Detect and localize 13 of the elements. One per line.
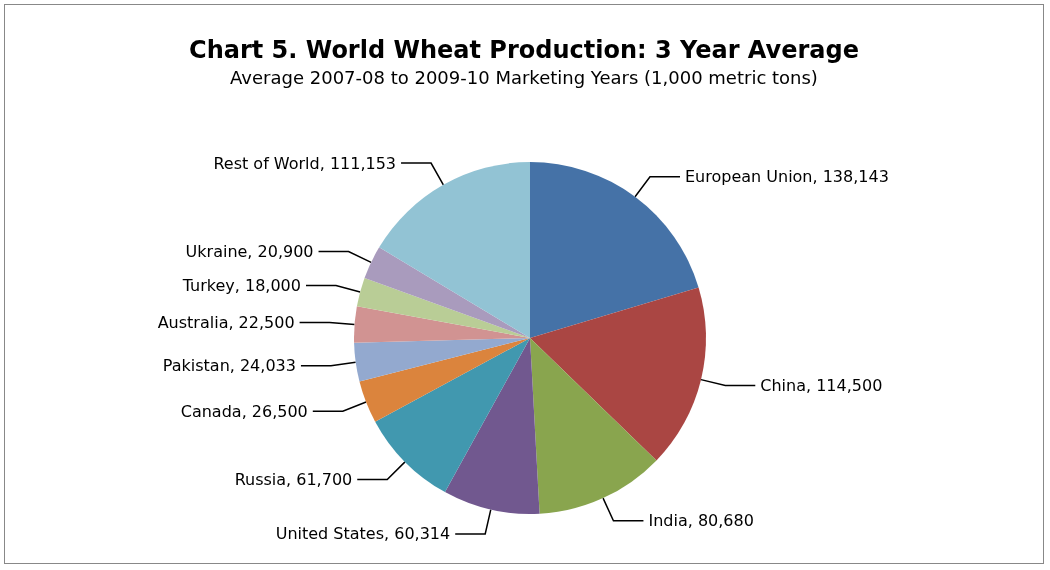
slice-label: China, 114,500: [760, 376, 883, 396]
slice-label: European Union, 138,143: [684, 167, 889, 187]
slice-label: Australia, 22,500: [157, 313, 295, 333]
slice-label: United States, 60,314: [275, 524, 451, 544]
slice-label: Pakistan, 24,033: [162, 356, 296, 376]
chart-title: Chart 5. World Wheat Production: 3 Year Average: [189, 36, 859, 64]
slice-label: Rest of World, 111,153: [213, 153, 397, 173]
slice-label: India, 80,680: [648, 511, 754, 531]
slice-label: Canada, 26,500: [180, 401, 308, 421]
chart-subtitle: Average 2007-08 to 2009-10 Marketing Years (1,000 metric tons): [230, 66, 818, 88]
slice-label: Turkey, 18,000: [181, 275, 301, 295]
slice-label: Russia, 61,700: [234, 470, 353, 490]
slice-label: Ukraine, 20,900: [185, 242, 314, 262]
